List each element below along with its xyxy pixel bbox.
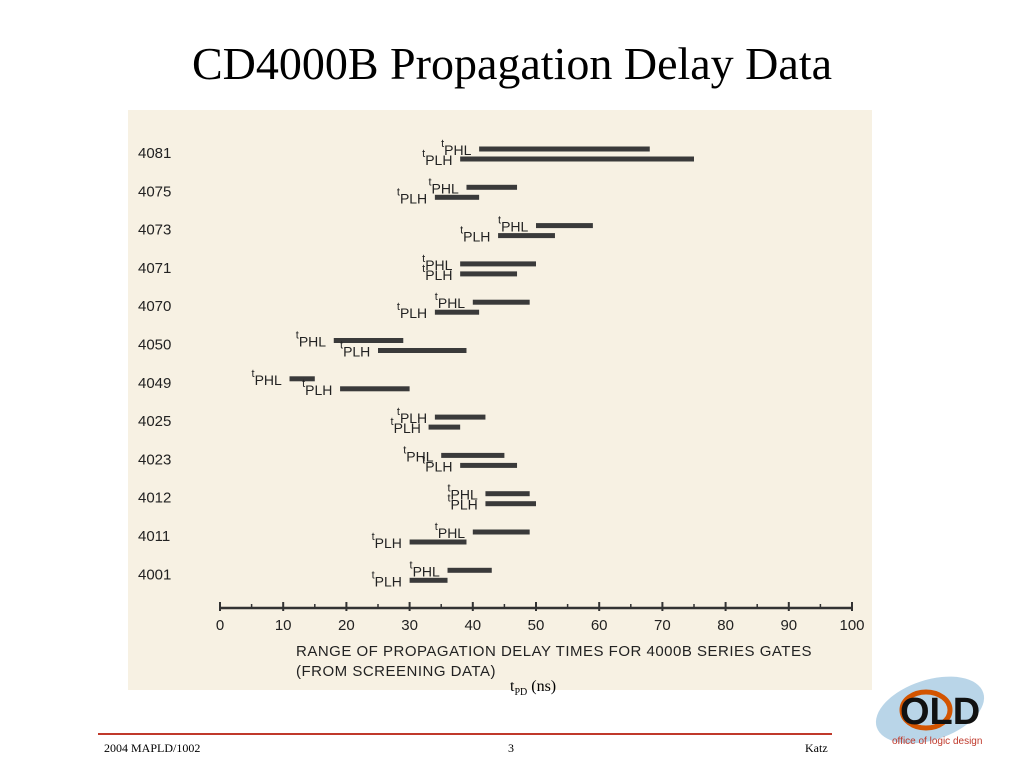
range-bar-4050-10 — [333, 338, 404, 343]
range-bar-4071-6 — [460, 261, 536, 267]
row-label-4023: 4023 — [138, 451, 171, 468]
range-bar-4012-18 — [485, 491, 530, 497]
logo-letters: OLD — [900, 691, 980, 733]
bar-label-4023-17: tPLH — [422, 454, 452, 474]
row-label-4081: 4081 — [138, 145, 171, 162]
chart-caption-line-1: (FROM SCREENING DATA) — [296, 663, 496, 680]
range-bar-4073-5 — [498, 233, 555, 239]
x-tick-label-100: 100 — [839, 617, 864, 634]
x-tick-label-50: 50 — [528, 617, 545, 634]
footer-page-number: 3 — [508, 741, 514, 755]
bar-label-4025-15: tPLH — [391, 416, 421, 436]
x-unit-sub: PD — [514, 687, 528, 699]
range-bar-4001-23 — [409, 577, 448, 583]
x-tick-label-10: 10 — [275, 617, 292, 634]
bar-label-4071-6: tPHL — [422, 253, 453, 273]
row-label-4012: 4012 — [138, 490, 171, 507]
row-label-4070: 4070 — [138, 298, 171, 315]
range-bar-4023-16 — [441, 452, 505, 458]
bar-label-4049-13: tPLH — [302, 378, 332, 398]
range-bar-4073-4 — [536, 223, 593, 229]
row-label-4025: 4025 — [138, 413, 171, 430]
range-bar-4049-13 — [340, 386, 410, 392]
bar-label-4011-20: tPHL — [435, 521, 466, 541]
range-bar-4012-19 — [485, 501, 536, 507]
bar-label-4075-3: tPLH — [397, 186, 427, 206]
bar-label-4012-18: tPHL — [447, 483, 478, 503]
row-label-4050: 4050 — [138, 337, 171, 354]
propagation-delay-chart: 4081407540734071407040504049402540234012… — [138, 138, 865, 680]
range-bar-4025-14 — [434, 414, 486, 420]
range-bar-4070-9 — [434, 309, 480, 315]
x-tick-label-40: 40 — [464, 617, 481, 634]
x-unit-main: t — [510, 678, 515, 695]
logo-swoosh — [875, 676, 985, 744]
bar-label-4023-16: tPHL — [403, 444, 434, 464]
footer-author: Katz — [805, 741, 828, 755]
bar-label-4073-5: tPLH — [460, 225, 490, 245]
range-bar-4075-3 — [434, 194, 480, 200]
bar-label-4011-21: tPLH — [372, 531, 402, 551]
logo-tagline: office of logic design — [892, 736, 982, 747]
bar-label-4070-8: tPHL — [435, 291, 466, 311]
x-tick-label-30: 30 — [401, 617, 418, 634]
bar-label-4049-12: tPHL — [252, 368, 283, 388]
bar-label-4081-0: tPHL — [441, 138, 472, 158]
bar-label-4075-2: tPHL — [428, 176, 459, 196]
range-bar-4050-11 — [378, 348, 467, 353]
x-tick-label-60: 60 — [591, 617, 608, 634]
row-label-4075: 4075 — [138, 183, 171, 200]
range-bar-4081-1 — [460, 156, 694, 162]
row-label-4071: 4071 — [138, 260, 171, 277]
range-bar-4001-22 — [447, 567, 492, 573]
range-bar-4025-15 — [428, 424, 461, 430]
x-tick-label-20: 20 — [338, 617, 355, 634]
range-bar-4011-20 — [472, 529, 530, 535]
chart-caption-line-0: RANGE OF PROPAGATION DELAY TIMES FOR 400… — [296, 643, 812, 660]
range-bar-4070-8 — [472, 299, 530, 305]
bar-label-4025-14: tPLH — [397, 406, 427, 426]
row-label-4049: 4049 — [138, 375, 171, 392]
x-unit-rest: (ns) — [527, 678, 557, 695]
range-bar-4011-21 — [409, 539, 467, 545]
x-tick-label-80: 80 — [717, 617, 734, 634]
bar-label-4081-1: tPLH — [422, 148, 452, 168]
bar-label-4001-22: tPHL — [410, 559, 441, 579]
bar-label-4050-11: tPLH — [340, 340, 370, 360]
range-bar-4023-17 — [460, 462, 518, 468]
x-tick-label-70: 70 — [654, 617, 671, 634]
logo-ring — [899, 689, 953, 731]
old-logo: OLD office of logic design — [875, 676, 985, 747]
range-bar-4049-12 — [289, 376, 315, 382]
row-label-4011: 4011 — [138, 528, 170, 545]
slide-title: CD4000B Propagation Delay Data — [191, 38, 833, 89]
row-label-4001: 4001 — [138, 566, 171, 583]
bar-label-4050-10: tPHL — [296, 330, 327, 350]
bar-label-4071-7: tPLH — [422, 263, 452, 283]
bar-label-4001-23: tPLH — [372, 569, 402, 589]
bar-label-4073-4: tPHL — [498, 215, 529, 235]
x-tick-label-0: 0 — [216, 617, 224, 634]
bar-label-4012-19: tPLH — [447, 493, 477, 513]
bar-label-4070-9: tPLH — [397, 301, 427, 321]
row-label-4073: 4073 — [138, 222, 171, 239]
x-unit-label: tPD (ns) — [510, 678, 590, 698]
footer-conference: 2004 MAPLD/1002 — [104, 741, 201, 755]
x-tick-label-90: 90 — [780, 617, 797, 634]
range-bar-4071-7 — [460, 271, 518, 277]
footer-rule — [98, 733, 832, 735]
range-bar-4075-2 — [466, 184, 518, 190]
chart-panel: 4081 4075 4073 4071 4070 4050 4049 4025 4023 4012… — [128, 110, 872, 690]
range-bar-4081-0 — [479, 146, 650, 152]
